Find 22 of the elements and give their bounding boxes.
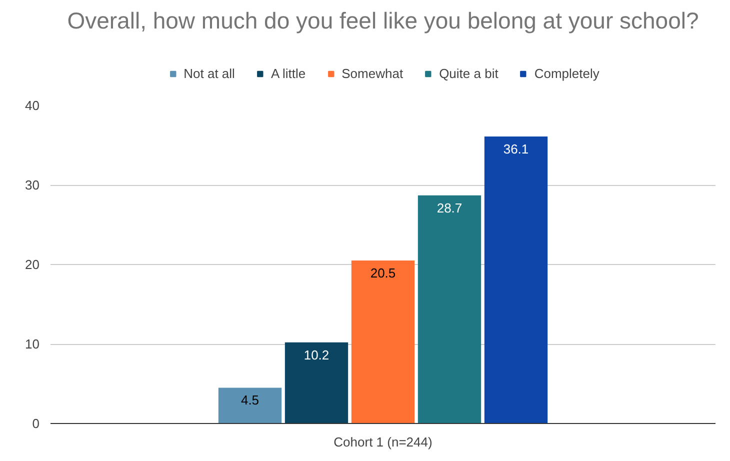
data-label: 4.5 bbox=[240, 392, 260, 408]
bar bbox=[351, 260, 415, 424]
data-label: 28.7 bbox=[436, 200, 462, 216]
legend-label: Not at all bbox=[184, 66, 235, 81]
y-tick-label: 30 bbox=[25, 178, 40, 192]
legend-label: Quite a bit bbox=[439, 66, 498, 81]
bar bbox=[284, 342, 348, 424]
y-tick-label: 20 bbox=[25, 257, 40, 272]
data-label: 36.1 bbox=[503, 142, 529, 157]
data-label: 20.5 bbox=[370, 266, 396, 281]
y-tick-label: 10 bbox=[25, 336, 40, 352]
bar bbox=[484, 136, 548, 424]
y-tick-label: 0 bbox=[32, 416, 40, 431]
x-tick-label: Cohort 1 (n=244) bbox=[334, 434, 432, 450]
bar bbox=[418, 195, 482, 424]
bar bbox=[218, 388, 282, 424]
legend-label: Completely bbox=[534, 66, 600, 81]
legend-label: Somewhat bbox=[342, 66, 404, 81]
data-label: 10.2 bbox=[304, 347, 330, 362]
chart-title: Overall, how much do you feel like you belong at your school? bbox=[67, 8, 699, 34]
legend-label: A little bbox=[270, 66, 306, 81]
y-tick-label: 40 bbox=[25, 98, 40, 113]
